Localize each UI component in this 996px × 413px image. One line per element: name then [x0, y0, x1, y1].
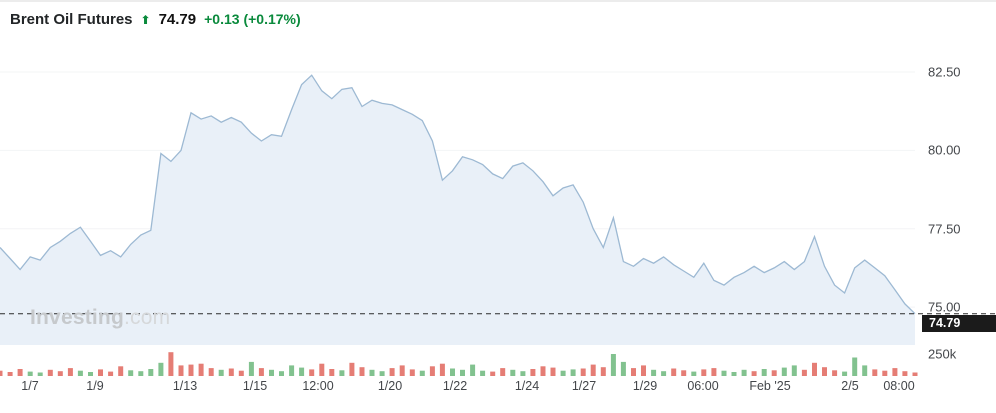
price-area-fill	[0, 75, 915, 345]
x-axis-label: 1/7	[21, 379, 39, 393]
x-axis-label: 1/29	[632, 379, 658, 393]
x-axis-label: 1/22	[442, 379, 468, 393]
x-axis-label: 1/20	[377, 379, 403, 393]
last-price: 74.79	[158, 11, 197, 28]
x-axis-label: 2/5	[841, 379, 859, 393]
x-axis-label: 1/27	[571, 379, 597, 393]
y-axis-label: 75.00	[928, 299, 961, 315]
watermark-light: .com	[123, 306, 171, 329]
investing-watermark: Investing.com	[30, 306, 170, 330]
y-axis-label: 82.50	[928, 64, 961, 80]
current-price-tag: 74.79	[922, 315, 996, 333]
instrument-header: Brent Oil Futures ⬆ 74.79 +0.13 (+0.17%)	[10, 11, 301, 28]
y-axis-label: 77.50	[928, 221, 961, 237]
x-axis-label: Feb '25	[749, 379, 791, 393]
x-axis-label: 1/15	[242, 379, 268, 393]
x-axis-label: 1/24	[514, 379, 540, 393]
y-axis-label: 80.00	[928, 142, 961, 158]
x-axis-label: 1/9	[86, 379, 104, 393]
x-axis-label: 1/13	[172, 379, 198, 393]
arrow-up-icon: ⬆	[140, 13, 151, 27]
x-axis-label: 12:00	[302, 379, 334, 393]
price-line	[0, 74, 916, 315]
volume-axis-label: 250k	[928, 346, 957, 362]
x-axis-label: 08:00	[883, 379, 915, 393]
volume-bars	[0, 352, 918, 376]
watermark-bold: Investing	[30, 306, 124, 329]
x-axis-label: 06:00	[687, 379, 719, 393]
instrument-title: Brent Oil Futures	[10, 11, 133, 28]
price-change: +0.13 (+0.17%)	[204, 11, 301, 27]
